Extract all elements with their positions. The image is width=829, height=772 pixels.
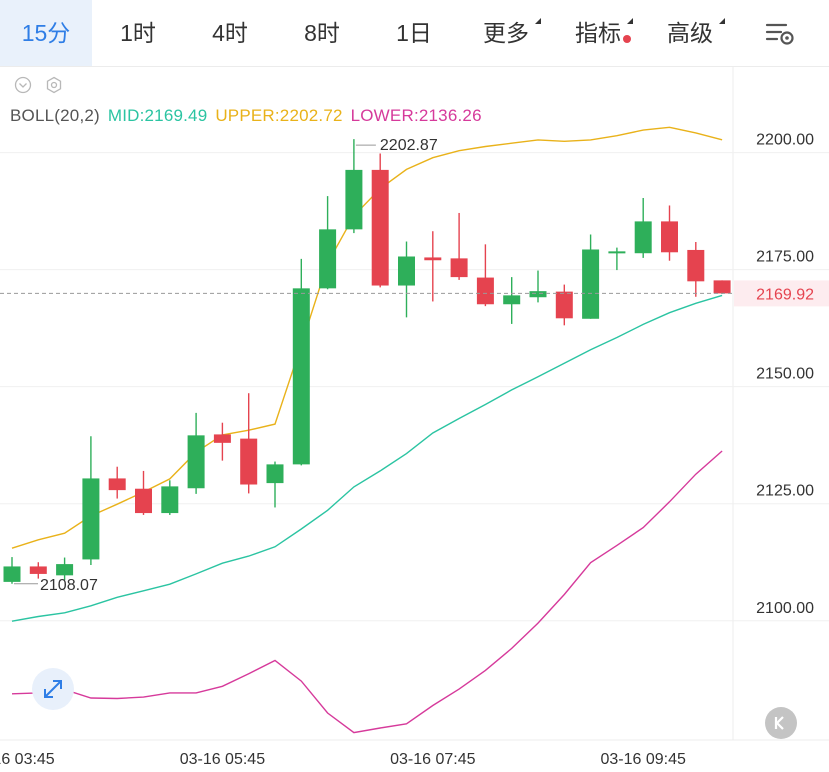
tab-2[interactable]: 4时 (184, 0, 276, 66)
tab-6[interactable]: 指标 (552, 0, 644, 66)
candle-body[interactable] (213, 434, 231, 443)
tab-label: 15分 (21, 20, 71, 46)
boll-line-1 (11, 294, 723, 622)
y-tick-label: 2125.00 (756, 483, 814, 500)
tab-3[interactable]: 8时 (276, 0, 368, 66)
candle-body[interactable] (634, 221, 652, 254)
interval-tab-bar: 15分 1时 4时 8时 1日 更多 指标 高级 (0, 0, 829, 67)
x-tick-label: 03-16 09:45 (600, 751, 686, 768)
tab-label: 高级 (667, 18, 725, 46)
candle-body[interactable] (135, 488, 152, 514)
tab-label: 更多 (483, 18, 541, 46)
boll-legend: BOLL(20,2) MID:2169.49 UPPER:2202.72 LOW… (10, 106, 485, 126)
dropdown-caret-icon (719, 18, 725, 24)
jump-latest-button[interactable] (765, 707, 797, 739)
boll-legend-lower: LOWER:2136.26 (350, 106, 482, 125)
notification-dot-icon (623, 35, 631, 43)
last-price-label: 2169.92 (756, 286, 814, 303)
tab-1[interactable]: 1时 (92, 0, 184, 66)
candle-body[interactable] (713, 280, 731, 294)
tab-label: 1时 (120, 20, 156, 46)
tab-label: 8时 (304, 20, 340, 46)
candle-body[interactable] (29, 566, 47, 574)
collapse-chevron-icon[interactable] (14, 76, 32, 94)
candle-body[interactable] (240, 438, 258, 485)
y-tick-label: 2100.00 (756, 600, 814, 617)
candle-body[interactable] (82, 478, 100, 560)
min-price-label: 2108.07 (40, 577, 98, 594)
x-tick-label: 03-16 05:45 (180, 751, 266, 768)
candle-body[interactable] (108, 478, 126, 491)
candle-body[interactable] (608, 251, 626, 254)
candle-body[interactable] (56, 564, 74, 576)
candle-body[interactable] (266, 464, 284, 484)
candle-body[interactable] (3, 566, 21, 582)
y-tick-label: 2150.00 (756, 366, 814, 383)
y-tick-label: 2200.00 (756, 132, 814, 149)
candle-body[interactable] (450, 258, 468, 278)
dropdown-caret-icon (627, 18, 633, 24)
boll-legend-mid: MID:2169.49 (107, 106, 208, 125)
x-tick-label: 03-16 07:45 (390, 751, 476, 768)
candle-body[interactable] (187, 435, 205, 489)
boll-legend-name: BOLL(20,2) (10, 106, 100, 125)
candle-body[interactable] (582, 249, 600, 319)
candle-body[interactable] (661, 221, 678, 253)
chart-settings-icon[interactable] (764, 18, 796, 48)
boll-line-2 (11, 450, 723, 734)
last-price-tag (734, 280, 829, 307)
tab-7[interactable]: 高级 (644, 0, 736, 66)
candle-body[interactable] (529, 291, 547, 298)
candle-body[interactable] (292, 288, 310, 465)
y-tick-label: 2175.00 (756, 249, 814, 266)
tab-label: 指标 (575, 18, 633, 46)
candle-body[interactable] (476, 277, 494, 305)
tab-label: 4时 (212, 20, 248, 46)
x-tick-label: 03-16 03:45 (0, 751, 55, 768)
tab-5[interactable]: 更多 (460, 0, 552, 66)
candle-body[interactable] (371, 169, 389, 286)
candle-body[interactable] (424, 257, 442, 261)
dropdown-caret-icon (535, 18, 541, 24)
candle-body[interactable] (555, 291, 573, 319)
tab-label: 1日 (396, 20, 432, 46)
boll-legend-upper: UPPER:2202.72 (215, 106, 343, 125)
candle-body[interactable] (319, 229, 337, 289)
boll-line-0 (11, 126, 723, 549)
candle-body[interactable] (687, 249, 705, 282)
indicator-config-icon[interactable] (45, 76, 63, 94)
candlestick-chart[interactable]: 2100.00 2125.00 2150.00 2175.00 2200.00 2202.… (0, 67, 829, 772)
max-price-label: 2202.87 (380, 137, 438, 154)
tab-0[interactable]: 15分 (0, 0, 92, 66)
candle-body[interactable] (398, 256, 415, 286)
expand-chart-button[interactable] (32, 668, 74, 710)
candle-body[interactable] (161, 486, 179, 514)
candle-body[interactable] (345, 169, 363, 230)
tab-4[interactable]: 1日 (368, 0, 460, 66)
candle-body[interactable] (503, 295, 521, 305)
